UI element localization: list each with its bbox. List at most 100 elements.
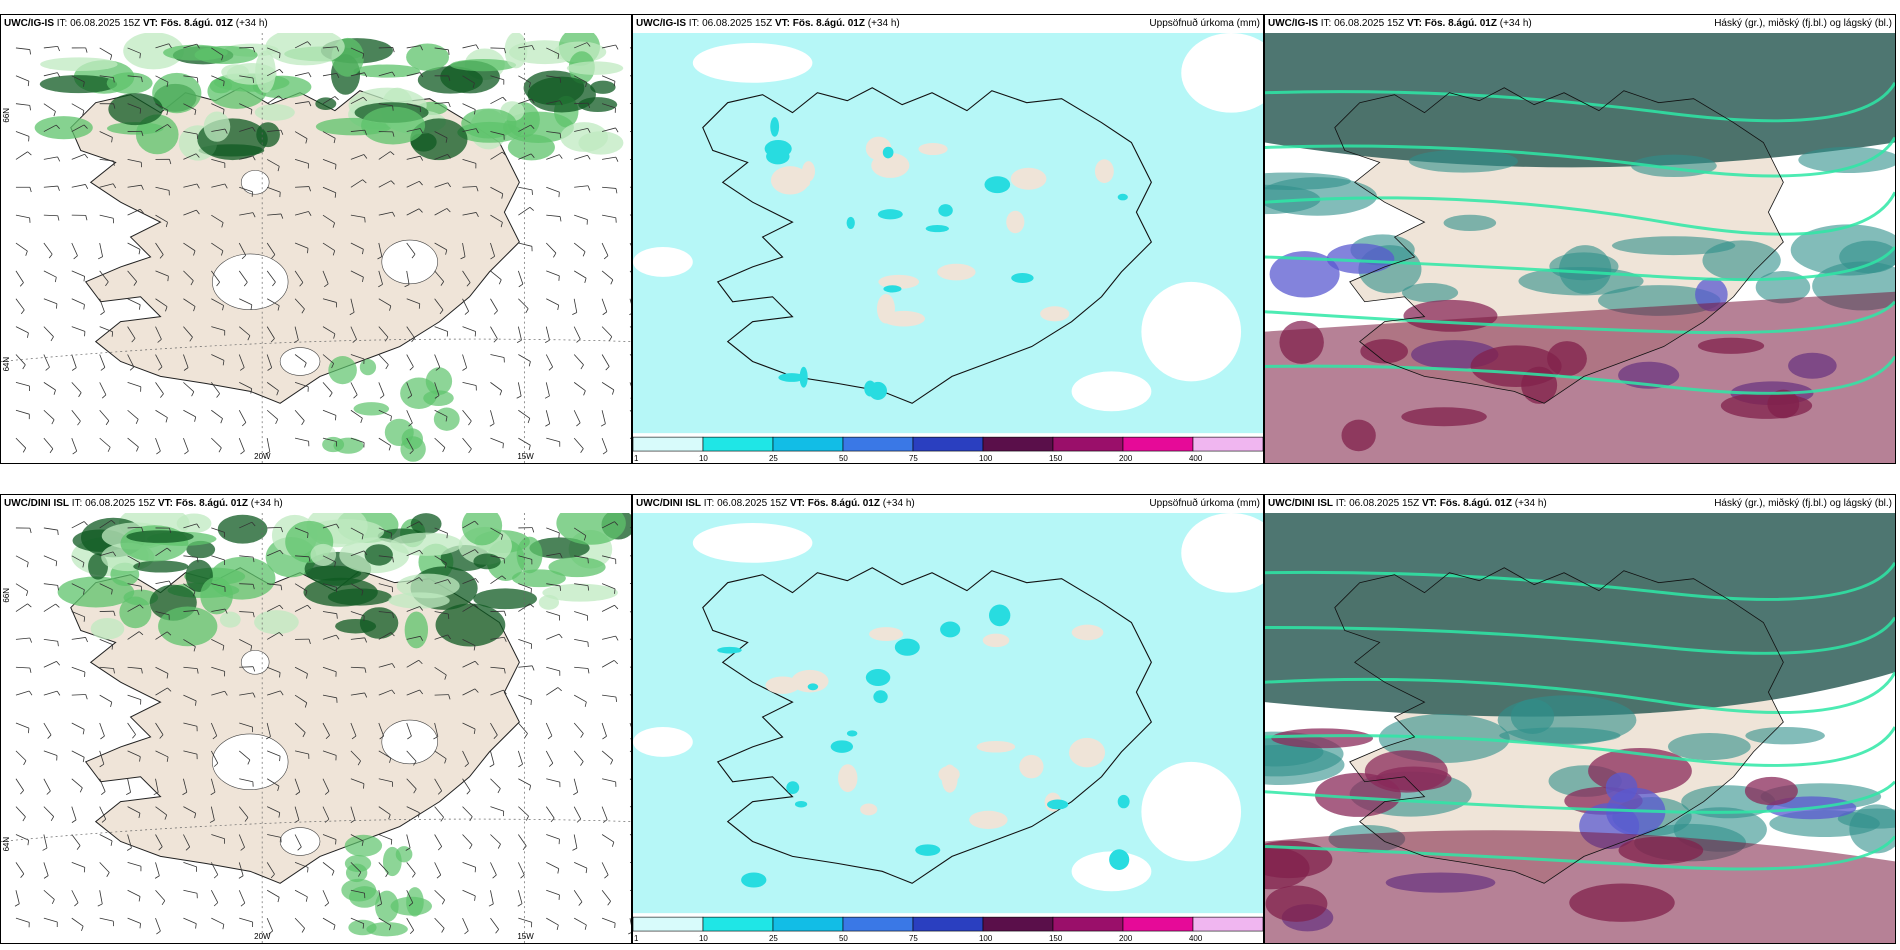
graticule-label: 66N — [2, 108, 11, 123]
iceland-landmass — [70, 567, 520, 884]
valid-time: Fös. 8.ágú. 01Z — [804, 498, 880, 509]
colorbar-tick: 100 — [979, 934, 993, 943]
land-no-precip — [770, 136, 1114, 327]
cloud-map[interactable] — [1265, 33, 1895, 463]
colorbar-tick: 10 — [699, 934, 708, 943]
graticule-label: 20W — [254, 452, 271, 461]
colorbar-tick: 100 — [979, 454, 993, 463]
colorbar-tick: 75 — [909, 934, 918, 943]
lead-time: (+34 h) — [1496, 18, 1532, 29]
graticule-label: 20W — [254, 932, 271, 941]
field-title: Uppsöfnuð úrkoma (mm) — [1149, 498, 1260, 509]
colorbar-swatch — [1122, 436, 1194, 452]
colorbar-tick: 1 — [634, 934, 639, 943]
colorbar-swatch — [912, 916, 984, 932]
colorbar-swatch — [702, 916, 774, 932]
precip-cells — [717, 604, 1130, 888]
iceland-outline — [702, 87, 1153, 404]
colorbar-swatch — [633, 436, 704, 452]
colorbar-tick: 50 — [839, 934, 848, 943]
land-no-precip — [765, 624, 1106, 829]
colorbar-tick: 400 — [1189, 454, 1203, 463]
valid-label: VT: — [1421, 498, 1437, 509]
init-time: IT: 06.08.2025 15Z — [686, 18, 775, 29]
iceland-outline — [702, 567, 1153, 884]
colorbar-tick: 50 — [839, 454, 848, 463]
panel-igis-precip: UWC/IG-IS IT: 06.08.2025 15Z VT: Fös. 8.… — [632, 14, 1264, 464]
colorbar-tick: 150 — [1049, 454, 1063, 463]
init-time: IT: 06.08.2025 15Z — [1333, 498, 1422, 509]
field-title: Uppsöfnuð úrkoma (mm) — [1149, 18, 1260, 29]
lead-time: (+34 h) — [232, 18, 268, 29]
precip-map[interactable]: 1 10 25 50 75 100 150 200 400 — [633, 33, 1263, 463]
init-time: IT: 06.08.2025 15Z — [54, 18, 143, 29]
iceland-landmass — [70, 87, 520, 404]
field-title: Háský (gr.), miðský (fj.bl.) og lágský (… — [1714, 498, 1892, 509]
model-name: UWC/IG-IS — [1268, 18, 1318, 29]
panel-igis-cloud: UWC/IG-IS IT: 06.08.2025 15Z VT: Fös. 8.… — [1264, 14, 1896, 464]
valid-label: VT: — [1406, 18, 1422, 29]
valid-label: VT: — [789, 498, 805, 509]
colorbar-tick: 1 — [634, 454, 639, 463]
cloud-map[interactable] — [1265, 513, 1895, 943]
high-cloud — [1265, 513, 1895, 717]
panel-header: UWC/DINI ISL IT: 06.08.2025 15Z VT: Fös.… — [1265, 495, 1895, 513]
wind-barbs — [15, 41, 631, 455]
graticule-label: 15W — [517, 932, 534, 941]
lead-time: (+34 h) — [247, 498, 283, 509]
lead-time: (+34 h) — [1511, 498, 1547, 509]
colorbar-tick: 25 — [769, 934, 778, 943]
valid-time: Fös. 8.ágú. 01Z — [172, 498, 248, 509]
wind-barbs — [14, 519, 631, 935]
colorbar-swatch — [1052, 916, 1124, 932]
colorbar-swatch — [842, 436, 914, 452]
colorbar-swatch — [842, 916, 914, 932]
valid-label: VT: — [157, 498, 173, 509]
valid-label: VT: — [142, 18, 158, 29]
lead-time: (+34 h) — [879, 498, 915, 509]
panel-header: UWC/IG-IS IT: 06.08.2025 15Z VT: Fös. 8.… — [1, 15, 631, 33]
colorbar-tick: 75 — [909, 454, 918, 463]
colorbar-swatch — [1122, 916, 1194, 932]
graticule-label: 64N — [2, 837, 11, 852]
colorbar-tick: 200 — [1119, 454, 1133, 463]
precip-shading — [57, 513, 631, 937]
panel-header: UWC/DINI ISL IT: 06.08.2025 15Z VT: Fös.… — [1, 495, 631, 513]
colorbar-tick: 10 — [699, 454, 708, 463]
dry-areas — [633, 513, 1263, 892]
high-cloud — [1265, 33, 1895, 168]
model-name: UWC/DINI ISL — [636, 498, 701, 509]
colorbar-swatch — [1192, 916, 1263, 932]
graticule-label: 64N — [2, 357, 11, 372]
wind-map[interactable]: 20W 15W 66N 64N — [1, 33, 631, 463]
colorbar-swatch — [1192, 436, 1263, 452]
valid-time: Fös. 8.ágú. 01Z — [1436, 498, 1512, 509]
colorbar-swatch — [702, 436, 774, 452]
colorbar-swatch — [1052, 436, 1124, 452]
panel-header: UWC/DINI ISL IT: 06.08.2025 15Z VT: Fös.… — [633, 495, 1263, 513]
valid-time: Fös. 8.ágú. 01Z — [789, 18, 865, 29]
panel-igis-wind: UWC/IG-IS IT: 06.08.2025 15Z VT: Fös. 8.… — [0, 14, 632, 464]
precip-map[interactable]: 1 10 25 50 75 100 150 200 400 — [633, 513, 1263, 943]
panel-header: UWC/IG-IS IT: 06.08.2025 15Z VT: Fös. 8.… — [1265, 15, 1895, 33]
colorbar-swatch — [982, 916, 1054, 932]
colorbar-swatch — [772, 916, 844, 932]
colorbar-swatch — [772, 436, 844, 452]
init-time: IT: 06.08.2025 15Z — [69, 498, 158, 509]
panel-header: UWC/IG-IS IT: 06.08.2025 15Z VT: Fös. 8.… — [633, 15, 1263, 33]
field-title: Háský (gr.), miðský (fj.bl.) og lágský (… — [1714, 18, 1892, 29]
cloud-contours — [1265, 561, 1895, 871]
valid-label: VT: — [774, 18, 790, 29]
valid-time: Fös. 8.ágú. 01Z — [157, 18, 233, 29]
graticule-label: 66N — [2, 588, 11, 603]
wind-map[interactable]: 20W 15W 66N 64N — [1, 513, 631, 943]
model-name: UWC/IG-IS — [636, 18, 686, 29]
colorbar-swatch — [912, 436, 984, 452]
panel-dini-cloud: UWC/DINI ISL IT: 06.08.2025 15Z VT: Fös.… — [1264, 494, 1896, 944]
colorbar-swatch — [982, 436, 1054, 452]
panel-dini-wind: UWC/DINI ISL IT: 06.08.2025 15Z VT: Fös.… — [0, 494, 632, 944]
colorbar-tick: 25 — [769, 454, 778, 463]
model-name: UWC/DINI ISL — [1268, 498, 1333, 509]
precip-cells — [764, 117, 1128, 400]
model-name: UWC/DINI ISL — [4, 498, 69, 509]
